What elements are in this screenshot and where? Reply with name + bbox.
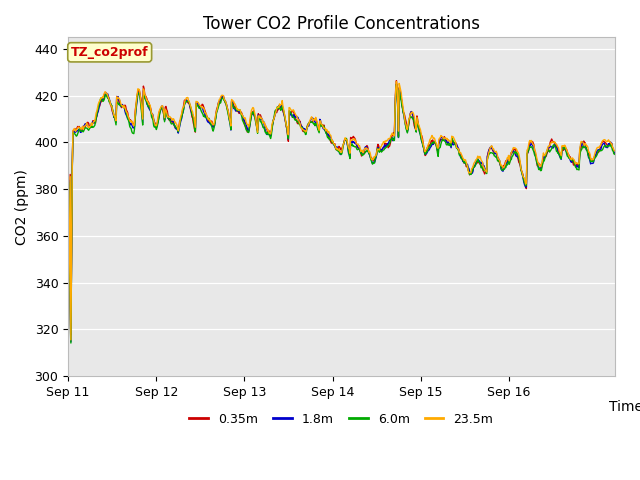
6.0m [479, 168, 487, 173]
Line: 1.8m: 1.8m [68, 84, 614, 352]
6.0m [392, 81, 400, 87]
0.35m [381, 141, 389, 146]
1.8m [611, 150, 618, 156]
Line: 6.0m: 6.0m [68, 84, 614, 353]
0.35m [392, 78, 400, 84]
Line: 0.35m: 0.35m [68, 81, 614, 348]
1.8m [536, 166, 543, 171]
6.0m [611, 151, 618, 157]
1.8m [413, 117, 420, 122]
23.5m [397, 87, 404, 93]
1.8m [381, 143, 389, 148]
0.35m [397, 91, 404, 96]
23.5m [413, 114, 420, 120]
1.8m [479, 163, 487, 169]
23.5m [392, 79, 400, 84]
1.8m [397, 92, 404, 97]
6.0m [381, 145, 389, 151]
0.35m [536, 163, 543, 168]
23.5m [381, 139, 389, 145]
6.0m [64, 350, 72, 356]
6.0m [413, 116, 420, 122]
23.5m [536, 163, 543, 168]
6.0m [536, 167, 543, 172]
0.35m [98, 97, 106, 103]
Legend: 0.35m, 1.8m, 6.0m, 23.5m: 0.35m, 1.8m, 6.0m, 23.5m [184, 408, 499, 431]
23.5m [479, 164, 487, 170]
0.35m [611, 151, 618, 156]
23.5m [611, 148, 618, 154]
6.0m [397, 96, 404, 101]
23.5m [64, 348, 72, 353]
Title: Tower CO2 Profile Concentrations: Tower CO2 Profile Concentrations [203, 15, 480, 33]
Line: 23.5m: 23.5m [68, 82, 614, 350]
1.8m [392, 82, 400, 87]
Y-axis label: CO2 (ppm): CO2 (ppm) [15, 168, 29, 245]
6.0m [98, 96, 106, 102]
0.35m [64, 346, 72, 351]
23.5m [98, 95, 106, 101]
0.35m [413, 113, 420, 119]
0.35m [479, 168, 487, 174]
1.8m [64, 349, 72, 355]
Text: TZ_co2prof: TZ_co2prof [71, 46, 148, 59]
X-axis label: Time: Time [609, 400, 640, 414]
1.8m [98, 96, 106, 102]
